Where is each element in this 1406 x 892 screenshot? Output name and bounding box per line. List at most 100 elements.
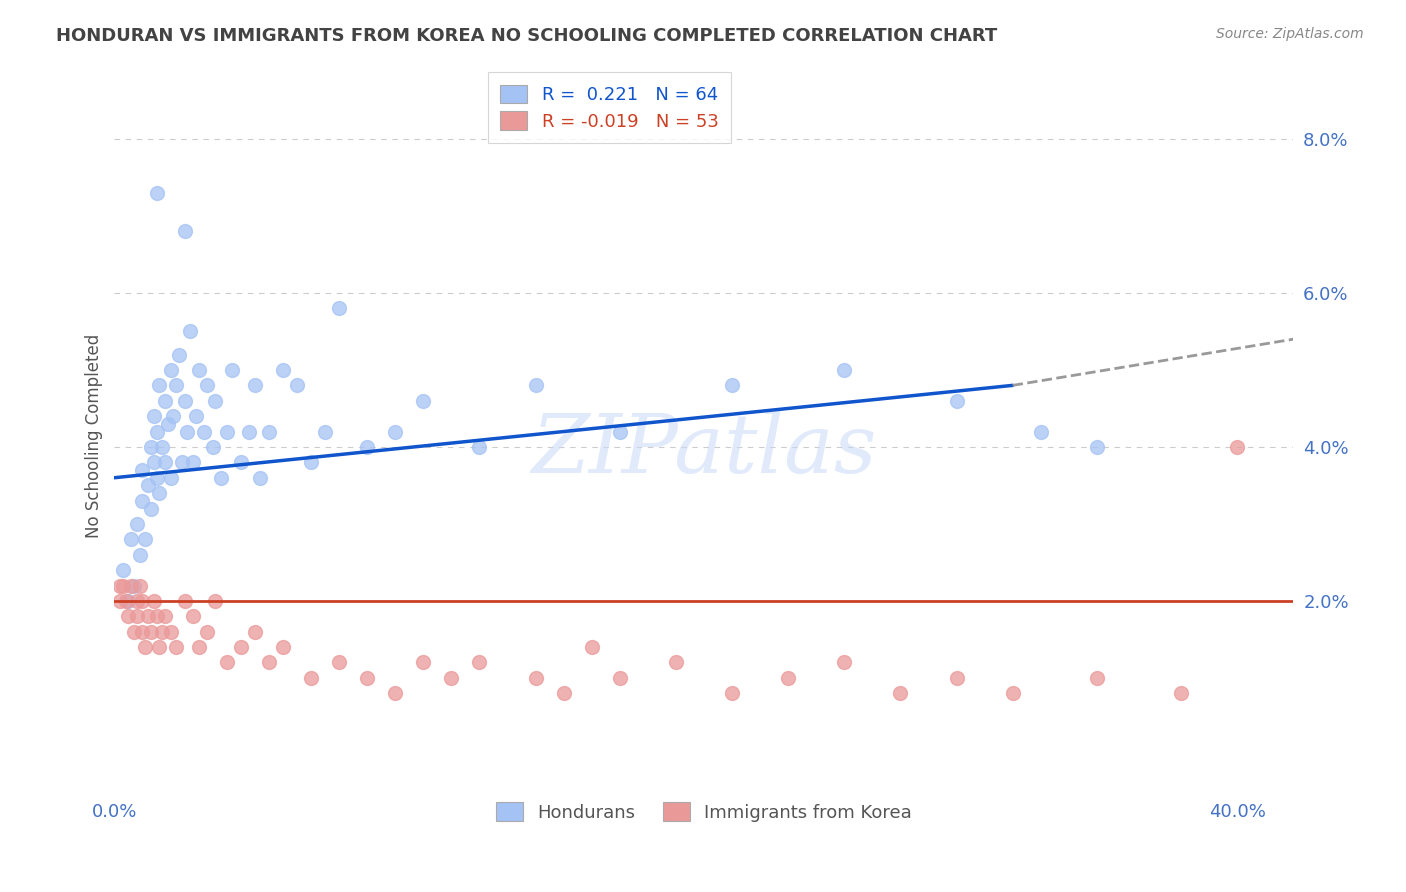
Point: [184, 409, 207, 424]
Point: [139, 624, 162, 639]
Point: [204, 393, 226, 408]
Point: [1001, 686, 1024, 700]
Point: [111, 563, 134, 577]
Point: [721, 378, 744, 392]
Point: [139, 501, 162, 516]
Point: [187, 640, 209, 654]
Point: [524, 671, 547, 685]
Text: HONDURAN VS IMMIGRANTS FROM KOREA NO SCHOOLING COMPLETED CORRELATION CHART: HONDURAN VS IMMIGRANTS FROM KOREA NO SCH…: [56, 27, 997, 45]
Point: [128, 578, 150, 592]
Point: [142, 594, 165, 608]
Point: [114, 594, 136, 608]
Point: [356, 440, 378, 454]
Point: [440, 671, 463, 685]
Point: [153, 455, 176, 469]
Point: [181, 609, 204, 624]
Point: [889, 686, 911, 700]
Point: [131, 594, 153, 608]
Point: [229, 455, 252, 469]
Point: [153, 609, 176, 624]
Legend: Hondurans, Immigrants from Korea: Hondurans, Immigrants from Korea: [484, 789, 925, 834]
Point: [609, 671, 631, 685]
Point: [142, 409, 165, 424]
Point: [136, 609, 159, 624]
Point: [150, 440, 173, 454]
Point: [145, 471, 167, 485]
Point: [159, 363, 181, 377]
Point: [778, 671, 800, 685]
Point: [173, 594, 195, 608]
Point: [243, 624, 266, 639]
Point: [173, 393, 195, 408]
Point: [122, 624, 145, 639]
Point: [195, 378, 218, 392]
Point: [125, 594, 148, 608]
Y-axis label: No Schooling Completed: No Schooling Completed: [86, 334, 103, 538]
Point: [238, 425, 260, 439]
Point: [173, 224, 195, 238]
Point: [159, 624, 181, 639]
Point: [193, 425, 215, 439]
Point: [134, 533, 156, 547]
Point: [167, 347, 190, 361]
Point: [145, 186, 167, 200]
Point: [468, 440, 491, 454]
Point: [356, 671, 378, 685]
Point: [581, 640, 603, 654]
Point: [120, 533, 142, 547]
Point: [257, 656, 280, 670]
Point: [314, 425, 336, 439]
Point: [120, 578, 142, 592]
Point: [156, 417, 179, 431]
Point: [111, 578, 134, 592]
Point: [131, 493, 153, 508]
Point: [159, 471, 181, 485]
Point: [328, 656, 350, 670]
Point: [179, 325, 201, 339]
Point: [215, 425, 238, 439]
Point: [221, 363, 243, 377]
Point: [834, 656, 856, 670]
Point: [108, 578, 131, 592]
Point: [468, 656, 491, 670]
Point: [229, 640, 252, 654]
Point: [142, 455, 165, 469]
Point: [299, 455, 322, 469]
Point: [170, 455, 193, 469]
Point: [131, 463, 153, 477]
Point: [1170, 686, 1192, 700]
Point: [834, 363, 856, 377]
Point: [195, 624, 218, 639]
Point: [139, 440, 162, 454]
Point: [134, 640, 156, 654]
Point: [249, 471, 271, 485]
Point: [201, 440, 224, 454]
Point: [215, 656, 238, 670]
Point: [328, 301, 350, 316]
Point: [117, 594, 139, 608]
Point: [165, 378, 187, 392]
Point: [243, 378, 266, 392]
Point: [665, 656, 688, 670]
Point: [181, 455, 204, 469]
Point: [257, 425, 280, 439]
Point: [153, 393, 176, 408]
Point: [285, 378, 308, 392]
Point: [125, 516, 148, 531]
Point: [553, 686, 575, 700]
Point: [117, 609, 139, 624]
Point: [128, 548, 150, 562]
Point: [148, 640, 170, 654]
Point: [384, 686, 406, 700]
Point: [131, 624, 153, 639]
Point: [1085, 671, 1108, 685]
Point: [165, 640, 187, 654]
Point: [125, 609, 148, 624]
Point: [176, 425, 198, 439]
Point: [412, 656, 434, 670]
Point: [148, 378, 170, 392]
Point: [524, 378, 547, 392]
Point: [148, 486, 170, 500]
Point: [204, 594, 226, 608]
Point: [108, 594, 131, 608]
